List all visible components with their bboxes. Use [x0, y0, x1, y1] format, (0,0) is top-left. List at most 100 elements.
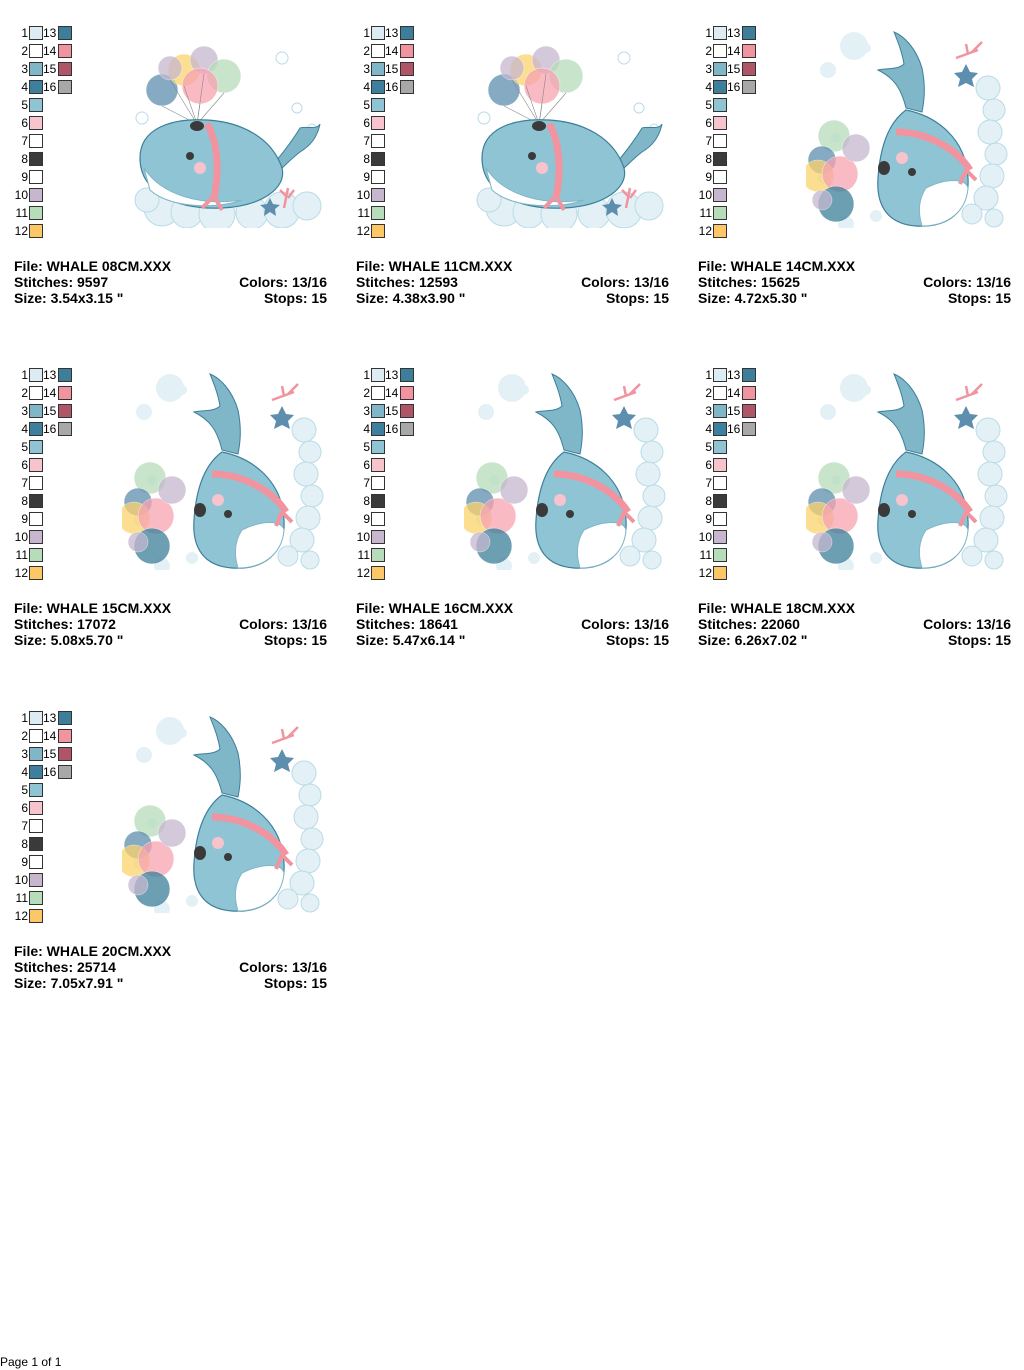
stitches-value: 9597: [77, 274, 109, 290]
color-swatch: [371, 512, 385, 526]
color-number: 12: [698, 566, 712, 580]
palette-row: 12: [698, 566, 768, 580]
palette-row: 3 15: [14, 747, 84, 761]
color-number: 2: [705, 386, 712, 400]
whale-embroidery-preview: [806, 31, 1008, 228]
color-number: 12: [14, 224, 28, 238]
color-swatch: [29, 729, 43, 743]
color-swatch: [713, 404, 727, 418]
color-swatch: [742, 368, 756, 382]
palette-row: 12: [14, 224, 84, 238]
color-number: 15: [727, 62, 741, 76]
color-number: 2: [363, 386, 370, 400]
color-number: 2: [21, 386, 28, 400]
color-swatch: [713, 44, 727, 58]
palette-row: 6: [356, 458, 426, 472]
color-swatch: [713, 80, 727, 94]
color-number: 15: [385, 62, 399, 76]
palette-row: 12: [14, 909, 84, 923]
palette-row: 4 16: [14, 80, 84, 94]
palette-row: 8: [698, 152, 768, 166]
stops-value: 15: [311, 632, 327, 648]
color-swatch: [371, 386, 385, 400]
color-swatch: [371, 368, 385, 382]
whale-embroidery-preview: [134, 45, 322, 228]
color-swatch: [371, 98, 385, 112]
palette-row: 2 14: [14, 386, 84, 400]
color-number: 11: [357, 548, 370, 562]
color-number: 11: [699, 548, 712, 562]
color-swatch: [400, 26, 414, 40]
color-number: 13: [727, 368, 741, 382]
color-number: 15: [385, 404, 399, 418]
color-number: 5: [363, 440, 370, 454]
color-swatch: [713, 476, 727, 490]
color-number: 6: [21, 116, 28, 130]
color-swatch: [29, 801, 43, 815]
color-swatch: [713, 494, 727, 508]
palette-row: 2 14: [698, 386, 768, 400]
stitches-value: 17072: [77, 616, 116, 632]
color-swatch: [29, 548, 43, 562]
whale-group: [122, 716, 324, 913]
color-swatch: [371, 422, 385, 436]
stops-value: 15: [995, 632, 1011, 648]
size-value: 3.54x3.15 ": [50, 290, 124, 306]
color-swatch: [713, 566, 727, 580]
size-label: Size:: [698, 290, 731, 306]
color-number: 4: [363, 80, 370, 94]
color-swatch: [29, 711, 43, 725]
color-swatch: [713, 422, 727, 436]
color-number: 10: [356, 530, 370, 544]
color-swatch: [371, 566, 385, 580]
size-label: Size:: [14, 975, 47, 991]
palette-row: 5: [14, 440, 84, 454]
palette-row: 1 13: [14, 711, 84, 725]
palette-row: 11: [698, 548, 768, 562]
palette-row: 5: [698, 98, 768, 112]
color-swatch: [58, 44, 72, 58]
color-number: 7: [705, 476, 712, 490]
color-number: 5: [21, 98, 28, 112]
size-value: 5.08x5.70 ": [50, 632, 124, 648]
color-swatch: [29, 404, 43, 418]
color-number: 3: [21, 62, 28, 76]
color-swatch: [29, 909, 43, 923]
color-number: 6: [363, 458, 370, 472]
stitches-label: Stitches:: [698, 616, 758, 632]
palette-row: 2 14: [14, 729, 84, 743]
size-label: Size:: [698, 632, 731, 648]
palette-row: 4 16: [14, 765, 84, 779]
color-swatch: [713, 512, 727, 526]
color-number: 7: [363, 476, 370, 490]
color-number: 14: [43, 386, 57, 400]
color-swatch: [29, 80, 43, 94]
size-value: 5.47x6.14 ": [392, 632, 466, 648]
color-swatch: [58, 422, 72, 436]
color-swatch: [29, 170, 43, 184]
color-number: 10: [698, 530, 712, 544]
color-swatch: [713, 170, 727, 184]
palette-row: 8: [14, 152, 84, 166]
color-number: 4: [363, 422, 370, 436]
color-number: 14: [727, 386, 741, 400]
stitches-label: Stitches:: [14, 959, 74, 975]
color-number: 16: [727, 80, 741, 94]
design-card-6: 1 13 2 14 3 15 4 16 5 6 7 8 9 10 11 12 File: WHALE 18CM…: [698, 368, 1014, 668]
palette-row: 1 13: [356, 368, 426, 382]
color-number: 4: [21, 80, 28, 94]
whale-embroidery-preview: [476, 45, 664, 228]
color-number: 9: [705, 170, 712, 184]
palette-row: 11: [698, 206, 768, 220]
color-number: 7: [21, 134, 28, 148]
color-number: 8: [705, 152, 712, 166]
palette-row: 1 13: [14, 26, 84, 40]
color-number: 13: [43, 26, 57, 40]
stitches-label: Stitches:: [356, 616, 416, 632]
palette-row: 8: [356, 152, 426, 166]
color-swatch: [29, 422, 43, 436]
colors-label: Colors:: [581, 274, 631, 290]
color-swatch: [29, 512, 43, 526]
stops-value: 15: [653, 290, 669, 306]
color-swatch: [400, 44, 414, 58]
